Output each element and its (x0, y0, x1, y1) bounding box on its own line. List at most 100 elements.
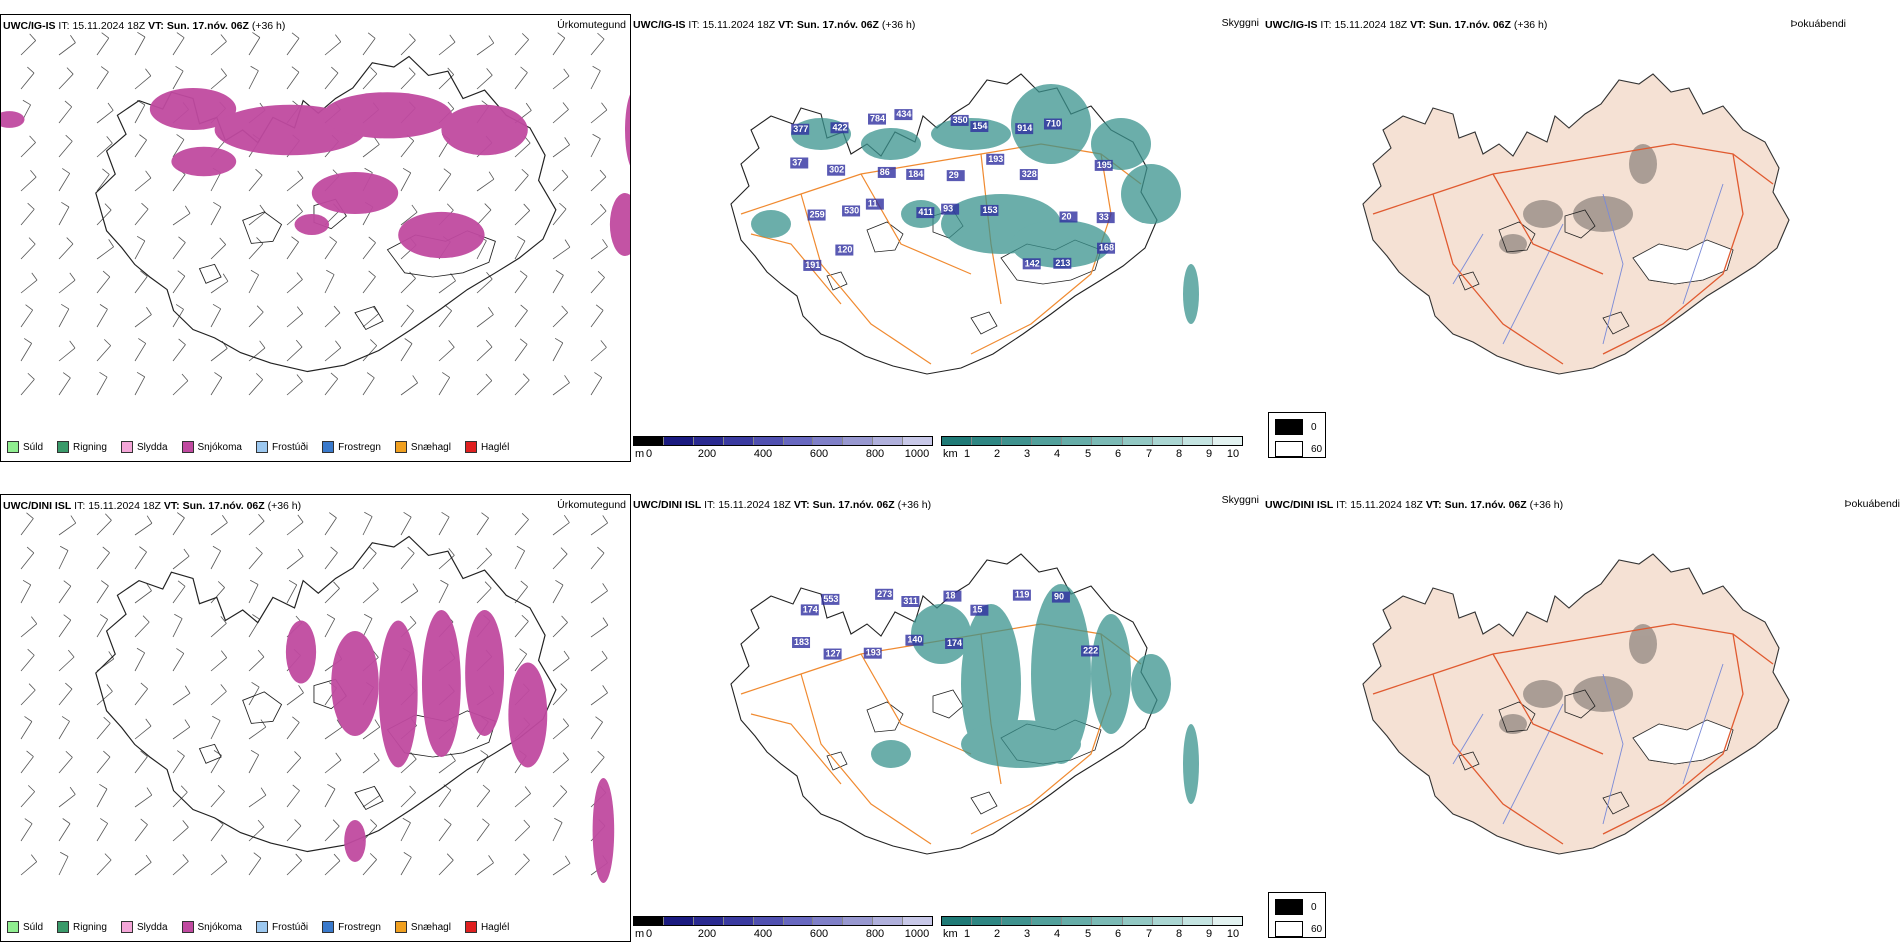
ceiling-label: 153 (982, 205, 997, 215)
precip-type-map (20, 511, 615, 883)
visibility-tick: 2 (993, 928, 1001, 940)
ceiling-label-bg (1012, 589, 1031, 601)
ceiling-label: 140 (907, 635, 922, 645)
ceiling-label-bg (905, 634, 924, 646)
snow-cell (398, 211, 485, 259)
panel-title: Skyggni (1221, 17, 1259, 29)
ceiling-label-bg (943, 590, 962, 602)
visibility-tick: 4 (1053, 928, 1061, 940)
fog-panel-row2: UWC/DINI ISL IT: 15.11.2024 18Z VT: Sun.… (1263, 494, 1900, 894)
iceland-coastline (95, 535, 557, 853)
precip-legend: Súld Rigning Slydda Snjókoma Frostúði Fr… (7, 441, 509, 453)
ceiling-label: 183 (794, 637, 809, 647)
fog-swatch (1275, 419, 1303, 435)
snow-area (285, 610, 615, 883)
legend-item: Snæhagl (394, 921, 451, 933)
glacier-outline (1458, 751, 1480, 771)
glacier-outline (1564, 209, 1596, 239)
ceiling-tick: 0 (645, 448, 653, 460)
ceiling-label: 311 (903, 596, 918, 606)
ceiling-label: 222 (1083, 645, 1098, 655)
road (740, 143, 1142, 215)
ceiling-label: 193 (988, 154, 1003, 164)
glacier-outline (242, 211, 283, 244)
visibility-tick: 6 (1114, 928, 1122, 940)
snow-cell (609, 193, 630, 256)
ceiling-label-bg (835, 244, 854, 256)
glacier-outline (1602, 791, 1630, 815)
ceiling-label: 18 (945, 591, 955, 601)
fog-index-area (1499, 144, 1657, 254)
legend-swatch (120, 441, 133, 453)
fog-swatch (1275, 899, 1303, 915)
fog-legend-row2: 0 60 (1268, 892, 1326, 938)
ceiling-label-bg (1019, 169, 1038, 181)
visibility-map: 174 553 273 311 18 15 119 90 222 183 127 193 140 174 (730, 553, 1199, 855)
legend-item: Súld (7, 441, 43, 453)
iceland-map: 174 553 273 311 18 15 119 90 222 183 127 193 140 174 (730, 553, 1199, 855)
ceiling-label: 784 (870, 114, 885, 124)
glacier-outline (1602, 311, 1630, 335)
glacier-outline (1564, 689, 1596, 719)
fog-cell (1499, 714, 1527, 734)
ceiling-label: 15 (972, 605, 982, 615)
road (1372, 623, 1774, 695)
low-visibility-area (751, 84, 1199, 324)
panel-title: Úrkomutegund (557, 499, 626, 511)
iceland-coastline (1362, 73, 1790, 375)
ceiling-label-bg (1094, 159, 1113, 171)
snow-area (1, 88, 630, 259)
snow-cell (294, 213, 330, 235)
ceiling-tick: 800 (865, 928, 885, 940)
ceiling-label: 377 (793, 124, 808, 134)
panel-header: UWC/DINI ISL IT: 15.11.2024 18Z VT: Sun.… (1265, 499, 1564, 511)
fog-map (1362, 553, 1790, 855)
road (1492, 173, 1604, 275)
legend-item: Slydda (120, 441, 168, 453)
glacier-white (1632, 239, 1734, 285)
glacier-white (1632, 719, 1734, 765)
road (800, 673, 932, 845)
river (1452, 233, 1484, 285)
ceiling-tick: 400 (753, 448, 773, 460)
legend-swatch (394, 921, 407, 933)
ceiling-label: 411 (918, 207, 933, 217)
iceland-map (1362, 73, 1790, 375)
visibility-tick: 5 (1084, 928, 1092, 940)
legend-swatch (7, 441, 19, 453)
legend-item: Haglél (464, 921, 509, 933)
ceiling-label-bg (1081, 645, 1100, 657)
road (1432, 193, 1564, 365)
visibility-tick: 8 (1175, 928, 1183, 940)
ceiling-label-bg (1043, 118, 1062, 130)
legend-swatch (255, 921, 268, 933)
ceiling-label-bg (877, 166, 896, 178)
legend-item: Haglél (464, 441, 509, 453)
fog-cell (1573, 196, 1633, 232)
ceiling-label: 259 (810, 210, 825, 220)
panel-header: UWC/DINI ISL IT: 15.11.2024 18Z VT: Sun.… (633, 499, 932, 511)
road (750, 233, 842, 305)
ceiling-label-bg (1097, 242, 1116, 254)
glacier-outline (826, 751, 848, 771)
ceiling-label-bg (790, 157, 809, 169)
visibility-cell (1011, 220, 1111, 268)
ceiling-label-bg (1053, 257, 1072, 269)
panel-title: Þokuábendi (1790, 18, 1846, 30)
legend-swatch (322, 441, 335, 453)
visibility-cell (1183, 724, 1199, 804)
ceiling-label: 710 (1046, 119, 1061, 129)
ceiling-label: 142 (1025, 258, 1040, 268)
glacier-outline (354, 785, 384, 811)
iceland-map (95, 535, 615, 883)
ceiling-label-bg (970, 121, 989, 133)
visibility-tick: 10 (1226, 928, 1240, 940)
visibility-cell (871, 740, 911, 768)
ceiling-label: 422 (832, 122, 847, 132)
legend-swatch (57, 921, 70, 933)
glacier-outline (970, 791, 998, 815)
panel-header: UWC/IG-IS IT: 15.11.2024 18Z VT: Sun. 17… (3, 20, 286, 32)
ceiling-label-bg (946, 170, 965, 182)
glacier-outline (354, 305, 384, 331)
fog-cell (1629, 624, 1657, 664)
